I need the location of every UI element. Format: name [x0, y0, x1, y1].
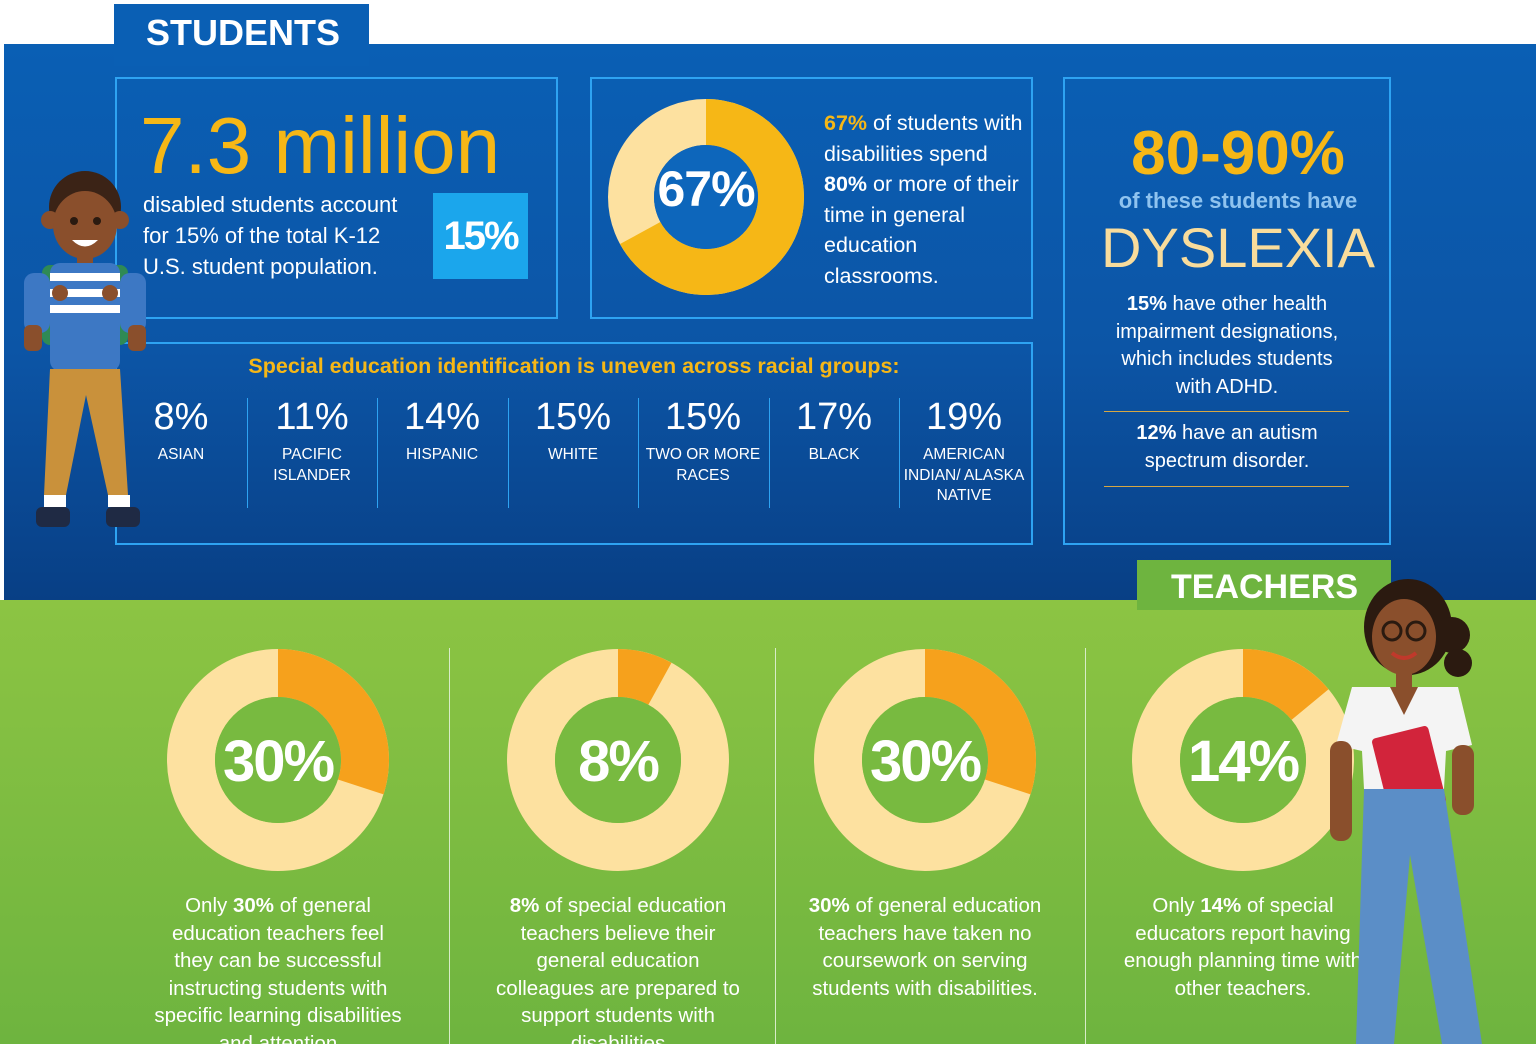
general-ed-desc-pct: 67%	[824, 111, 868, 135]
autism-note: 12% have an autism spectrum disorder.	[1105, 420, 1349, 475]
general-ed-panel	[590, 77, 1033, 319]
autism-note-text: have an autism spectrum disorder.	[1144, 422, 1318, 472]
race-divider	[247, 398, 248, 508]
dyslexia-range: 80-90%	[1131, 119, 1345, 188]
general-ed-desc-text2: or more of their time in general educati…	[824, 172, 1019, 288]
dyslexia-panel	[1063, 77, 1391, 545]
students-tab: STUDENTS	[114, 4, 369, 66]
race-label: BLACK	[808, 446, 860, 463]
column-divider	[775, 648, 776, 1044]
dyslexia-subtitle: of these students have	[1118, 188, 1358, 213]
race-item: 19% AMERICAN INDIAN/ ALASKA NATIVE	[899, 396, 1029, 507]
race-divider	[638, 398, 639, 508]
total-headline: 7.3 million	[140, 101, 501, 190]
race-pct: 19%	[925, 396, 1003, 438]
race-pct: 15%	[664, 396, 742, 438]
general-ed-donut	[608, 99, 804, 295]
teacher-donut-arc	[1132, 649, 1354, 871]
teacher-stat-text: of special educators report having enoug…	[1123, 894, 1363, 1000]
teacher-donut	[507, 649, 729, 871]
race-label: HISPANIC	[405, 446, 479, 463]
teacher-stat-pct: 14%	[1200, 894, 1242, 917]
race-pct: 15%	[534, 396, 612, 438]
race-pct: 8%	[153, 396, 209, 438]
race-pct: 14%	[403, 396, 481, 438]
teacher-donut-arc	[507, 649, 729, 871]
teacher-stat-text: of special education teachers believe th…	[496, 894, 740, 1044]
divider	[1104, 486, 1349, 487]
teacher-stat-description: 30% of general education teachers have t…	[800, 892, 1050, 1002]
column-divider	[1085, 648, 1086, 1044]
race-item: 14% HISPANIC	[377, 396, 507, 466]
race-label: PACIFIC ISLANDER	[273, 446, 351, 484]
race-divider	[769, 398, 770, 508]
race-item: 8% ASIAN	[116, 396, 246, 466]
divider	[1104, 411, 1349, 412]
percent-badge: 15%	[433, 193, 528, 279]
teacher-donut-label: 14%	[1187, 729, 1300, 794]
general-ed-donut-arc	[608, 99, 804, 295]
race-label: AMERICAN INDIAN/ ALASKA NATIVE	[903, 446, 1025, 504]
adhd-note: 15% have other health impairment designa…	[1105, 291, 1349, 401]
teacher-stat-text: of general education teachers feel they …	[154, 894, 402, 1044]
teacher-stat-description: Only 14% of special educators report hav…	[1118, 892, 1368, 1002]
race-item: 17% BLACK	[769, 396, 899, 466]
student-illustration	[24, 171, 146, 527]
teacher-donut-label: 30%	[222, 729, 335, 794]
adhd-note-pct: 15%	[1126, 293, 1167, 315]
race-divider	[899, 398, 900, 508]
teacher-donut-arc	[167, 649, 389, 871]
race-item: 15% TWO OR MORE RACES	[638, 396, 768, 486]
teachers-tab: TEACHERS	[1137, 560, 1391, 610]
general-ed-donut-label: 67%	[657, 161, 755, 217]
teacher-donut	[814, 649, 1036, 871]
race-item: 15% WHITE	[508, 396, 638, 466]
column-divider	[449, 648, 450, 1044]
teacher-donut	[167, 649, 389, 871]
adhd-note-text: have other health impairment designation…	[1115, 293, 1339, 398]
race-label: ASIAN	[157, 446, 205, 463]
teacher-stat-pct: 8%	[509, 894, 540, 917]
race-label: TWO OR MORE RACES	[645, 446, 761, 484]
race-pct: 17%	[795, 396, 873, 438]
teacher-stat-pct: 30%	[232, 894, 274, 917]
general-ed-desc-bold: 80%	[824, 172, 868, 196]
race-item: 11% PACIFIC ISLANDER	[247, 396, 377, 486]
teacher-stat-text: of general education teachers have taken…	[812, 894, 1042, 1000]
race-title: Special education identification is unev…	[248, 354, 900, 378]
total-description: disabled students account for 15% of the…	[143, 192, 398, 279]
teacher-donut-arc	[814, 649, 1036, 871]
race-divider	[377, 398, 378, 508]
teacher-stat-pre: Only	[1152, 894, 1201, 917]
teacher-donut-label: 30%	[869, 729, 982, 794]
race-label: WHITE	[548, 446, 598, 463]
teacher-donut-label: 8%	[578, 729, 660, 794]
race-divider	[508, 398, 509, 508]
general-ed-desc-text1: of students with disabilities spend	[824, 111, 1023, 166]
general-ed-description: 67% of students with disabilities spend …	[824, 108, 1024, 291]
teacher-stat-pre: Only	[185, 894, 233, 917]
teacher-illustration	[1330, 579, 1482, 1044]
autism-note-pct: 12%	[1136, 422, 1177, 444]
teacher-stat-pct: 30%	[808, 894, 850, 917]
race-pct: 11%	[275, 396, 349, 438]
teacher-stat-description: 8% of special education teachers believe…	[493, 892, 743, 1044]
dyslexia-word: DYSLEXIA	[1101, 216, 1375, 279]
teacher-stat-description: Only 30% of general education teachers f…	[153, 892, 403, 1044]
teacher-donut	[1132, 649, 1354, 871]
